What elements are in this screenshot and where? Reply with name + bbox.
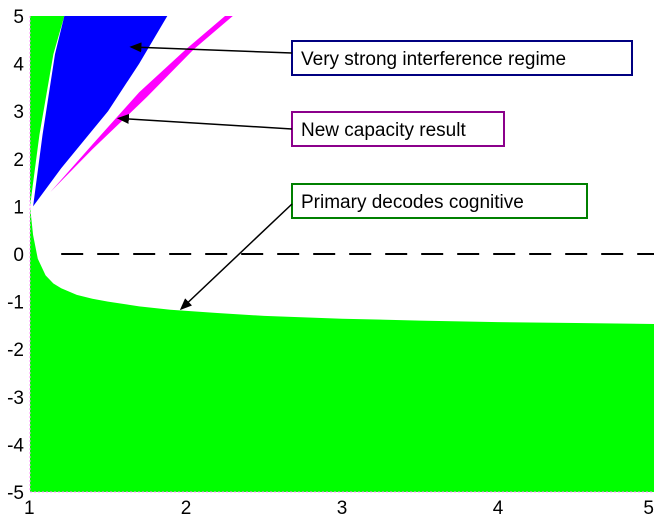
x-tick-label: 3	[337, 498, 348, 519]
region-green-upper	[30, 16, 65, 207]
annotation-new-capacity-text: New capacity result	[301, 120, 466, 141]
annotation-very-strong-box	[291, 40, 633, 76]
y-tick-label: 5	[13, 7, 24, 28]
annotation-very-strong-text: Very strong interference regime	[301, 49, 566, 70]
annotation-primary-decodes-arrow	[179, 203, 293, 311]
y-tick-label: 2	[13, 150, 24, 171]
tick-labels: -5 -4 -3 -2 -1 0 1 2 3 4 5 1 2 3 4 5	[7, 7, 654, 519]
annotation-very-strong: Very strong interference regime	[129, 40, 633, 76]
axes	[29, 16, 654, 493]
y-tick-label: -3	[7, 388, 24, 409]
annotation-very-strong-arrow	[129, 42, 293, 54]
y-tick-label: 1	[13, 197, 24, 218]
annotation-primary-decodes: Primary decodes cognitive	[179, 183, 588, 311]
y-tick-label: 4	[13, 55, 24, 76]
x-tick-label: 5	[643, 498, 654, 519]
annotation-primary-decodes-text: Primary decodes cognitive	[301, 192, 524, 213]
x-tick-label: 2	[181, 498, 192, 519]
y-tick-label: 3	[13, 102, 24, 123]
y-tick-label: -2	[7, 340, 24, 361]
plot-regions	[30, 16, 654, 492]
y-tick-label: 0	[13, 245, 24, 266]
x-tick-label: 4	[493, 498, 504, 519]
x-tick-label: 1	[24, 498, 35, 519]
annotations: Very strong interference regime New capa…	[116, 40, 633, 311]
region-blue	[33, 16, 168, 207]
region-green-lower	[30, 206, 654, 492]
y-tick-label: -5	[7, 483, 24, 504]
y-tick-label: -4	[7, 435, 24, 456]
annotation-primary-decodes-box	[291, 183, 588, 219]
annotation-new-capacity: New capacity result	[116, 111, 505, 147]
annotation-new-capacity-arrow	[116, 113, 293, 130]
y-tick-label: -1	[7, 293, 24, 314]
